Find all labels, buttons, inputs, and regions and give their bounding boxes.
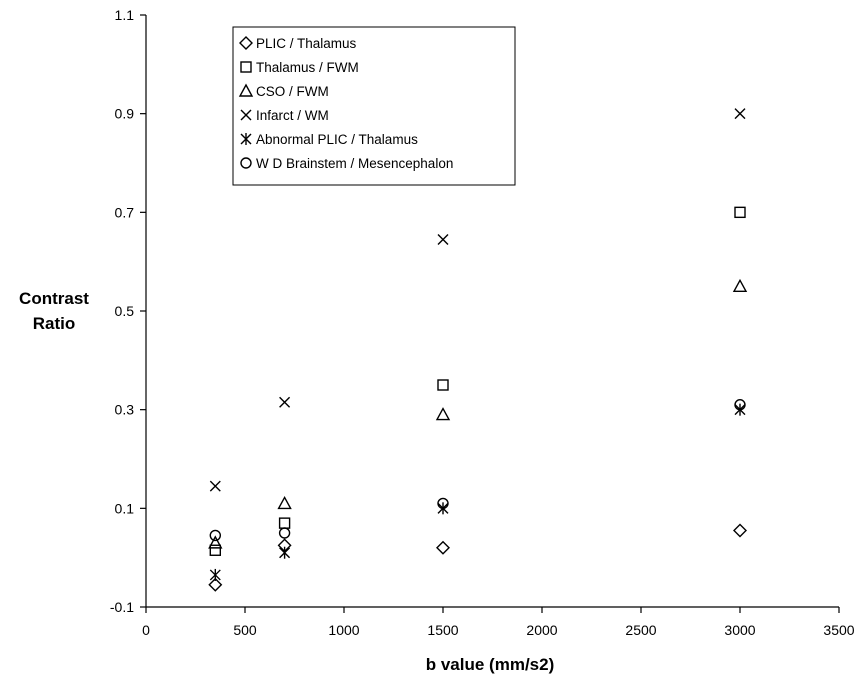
- data-point-diamond: [208, 577, 223, 592]
- data-point-circle: [209, 529, 222, 542]
- legend-marker-x: [240, 109, 252, 121]
- y-tick-label: -0.1: [110, 599, 134, 615]
- x-tick-label: 1000: [328, 622, 359, 638]
- x-ticks: 0 500 1000 1500 2000 2500 3000 3500: [142, 607, 855, 638]
- data-point-square: [734, 206, 746, 219]
- legend-label: Infarct / WM: [256, 108, 329, 123]
- data-point-square: [437, 379, 449, 391]
- data-point-x: [279, 396, 291, 408]
- y-tick-label: 0.7: [115, 204, 135, 220]
- data-points: [208, 108, 748, 592]
- legend-marker-square: [240, 61, 252, 73]
- data-point-x: [209, 480, 221, 492]
- y-axis-label-line-2: Ratio: [33, 314, 76, 333]
- y-tick-label: 0.1: [115, 500, 135, 516]
- legend-label: Abnormal PLIC / Thalamus: [256, 132, 418, 147]
- y-ticks: -0.1 0.1 0.3 0.5 0.7 0.9 1.1: [110, 7, 146, 615]
- x-axis-label: b value (mm/s2): [426, 655, 555, 674]
- y-tick-label: 0.9: [115, 106, 135, 122]
- y-tick-label: 0.3: [115, 402, 135, 418]
- data-point-triangle: [208, 535, 223, 549]
- x-tick-label: 3000: [724, 622, 755, 638]
- data-point-triangle: [277, 495, 292, 510]
- legend-label: W D Brainstem / Mesencephalon: [256, 156, 453, 171]
- legend-items: PLIC / Thalamus Thalamus / FWM CSO / FWM In…: [238, 36, 453, 171]
- data-point-x: [734, 108, 746, 120]
- x-tick-label: 2000: [526, 622, 557, 638]
- data-point-circle: [437, 497, 449, 510]
- data-point-circle: [734, 399, 746, 411]
- x-tick-label: 2500: [625, 622, 656, 638]
- data-point-circle: [278, 527, 291, 539]
- legend-box: [232, 26, 516, 186]
- legend: PLIC / Thalamus Thalamus / FWM CSO / FWM In…: [232, 26, 516, 186]
- data-point-diamond: [436, 540, 450, 555]
- data-point-square: [209, 544, 222, 556]
- legend-marker-diamond: [239, 36, 253, 50]
- data-point-square: [278, 517, 291, 529]
- legend-label: PLIC / Thalamus: [256, 36, 357, 51]
- data-point-asterisk: [209, 568, 221, 581]
- x-tick-label: 500: [233, 622, 257, 638]
- legend-marker-asterisk: [240, 133, 252, 145]
- x-tick-label: 3500: [823, 622, 854, 638]
- legend-marker-triangle: [238, 83, 254, 97]
- data-point-triangle: [435, 407, 451, 421]
- data-point-x: [437, 233, 449, 245]
- y-tick-label: 0.5: [115, 303, 135, 319]
- y-tick-label: 1.1: [115, 7, 135, 23]
- legend-label: CSO / FWM: [256, 84, 329, 99]
- data-point-diamond: [733, 523, 747, 538]
- data-point-triangle: [732, 278, 748, 293]
- x-tick-label: 1500: [427, 622, 458, 638]
- legend-marker-circle: [240, 157, 252, 169]
- y-axis-label-line-1: Contrast: [19, 289, 89, 308]
- x-tick-label: 0: [142, 622, 150, 638]
- legend-label: Thalamus / FWM: [256, 60, 359, 75]
- data-point-asterisk: [279, 546, 291, 559]
